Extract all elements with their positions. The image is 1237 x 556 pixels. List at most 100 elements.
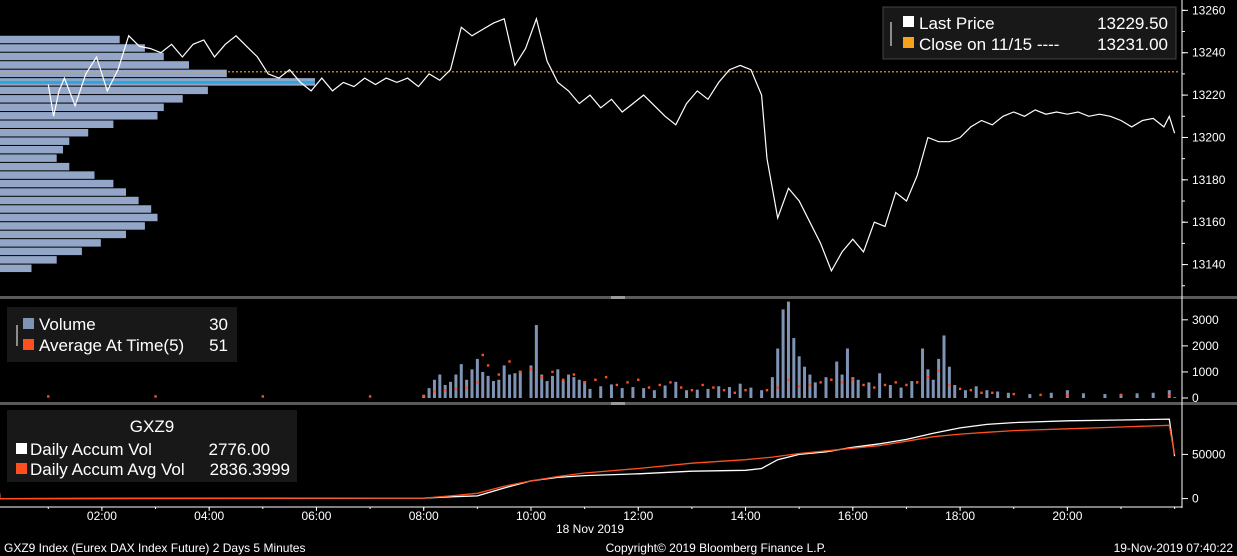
volume-bar: [438, 374, 442, 398]
y-tick-label: 3000: [1192, 313, 1219, 327]
profile-bar: [0, 256, 57, 264]
volume-bar: [674, 381, 678, 398]
series-accum-vol: [0, 418, 1176, 500]
volume-bar: [1173, 397, 1177, 398]
volume-bar: [508, 374, 512, 398]
average-point: [776, 386, 779, 389]
average-point: [626, 381, 629, 384]
profile-bar: [0, 179, 114, 188]
volume-bar: [840, 374, 844, 398]
average-point: [551, 370, 554, 374]
volume-bar: [652, 390, 656, 398]
volume-bar: [465, 379, 469, 398]
volume-bar: [695, 389, 699, 398]
volume-bar: [835, 361, 839, 398]
y-tick-label: 2000: [1192, 339, 1219, 353]
profile-bar: [0, 239, 101, 247]
volume-bar: [727, 387, 731, 398]
volume-bar: [1167, 390, 1171, 398]
average-point: [830, 378, 833, 381]
profile-bar: [0, 230, 126, 239]
average-point: [808, 383, 812, 387]
average-point: [433, 390, 436, 393]
volume-bar: [642, 388, 646, 398]
average-point: [915, 381, 919, 384]
average-point: [937, 369, 940, 372]
y-tick-label: 13260: [1192, 3, 1226, 17]
volume-bar: [1081, 393, 1085, 398]
volume-bar: [432, 379, 436, 398]
profile-bar: [0, 44, 145, 52]
last-price-label: Last Price: [919, 14, 995, 33]
volume-bar: [491, 381, 495, 398]
average-point: [873, 386, 876, 389]
average-point: [368, 395, 372, 398]
volume-bar: [561, 379, 565, 398]
profile-bar: [0, 213, 158, 222]
volume-bar: [577, 379, 581, 398]
average-point: [991, 391, 994, 394]
legend-price[interactable]: Last Price 13229.50 Close on 11/15 ---- …: [882, 6, 1177, 60]
average-point: [476, 381, 479, 384]
average-point: [497, 373, 501, 376]
average-point: [690, 388, 694, 392]
volume-profile: [0, 35, 315, 273]
average-point: [1168, 394, 1171, 397]
separator-handle[interactable]: [611, 296, 625, 299]
average-point: [679, 386, 683, 389]
y-tick-label: 13140: [1192, 258, 1226, 272]
average-point: [154, 395, 157, 398]
x-tick-label: 18:00: [945, 509, 975, 523]
profile-bar: [0, 188, 126, 196]
volume-bar: [443, 384, 447, 398]
volume-bar: [486, 375, 490, 398]
close-value: 13231.00: [1097, 35, 1168, 54]
legend-accumulation[interactable]: GXZ9 Daily Accum Vol 2776.00 Daily Accum…: [7, 410, 297, 482]
average-point: [765, 388, 769, 392]
average-point: [980, 391, 983, 394]
x-tick-label: 08:00: [409, 509, 439, 523]
separator-handle[interactable]: [611, 402, 625, 405]
average-point: [594, 378, 597, 381]
average-point: [615, 383, 619, 387]
average-point: [422, 394, 425, 398]
volume-bar: [910, 381, 914, 398]
volume-bar: [845, 348, 849, 398]
y-tick-label: 0: [1192, 391, 1199, 405]
price-panel: [0, 16, 1180, 273]
x-tick-label: 10:00: [516, 509, 546, 523]
average-swatch-icon: [23, 339, 34, 350]
average-point: [465, 386, 468, 389]
average-point: [454, 387, 458, 391]
legend-volume-box: [7, 307, 237, 362]
close-swatch-icon: [903, 37, 914, 48]
average-point: [261, 395, 265, 398]
average-point: [819, 381, 822, 384]
volume-bar: [572, 377, 576, 398]
volume-bar: [497, 379, 501, 398]
accum-vol-swatch-icon: [16, 443, 27, 454]
volume-bar: [776, 348, 780, 398]
volume-bar: [1103, 394, 1107, 398]
average-point: [862, 383, 865, 387]
x-tick-label: 04:00: [194, 509, 224, 523]
volume-bar: [534, 325, 538, 398]
y-tick-label: 13160: [1192, 215, 1226, 229]
profile-bar: [0, 137, 70, 145]
poc-line: [0, 80, 315, 84]
volume-label: Volume: [39, 315, 96, 334]
legend-volume[interactable]: Volume 30 Average At Time(5) 51: [7, 307, 237, 362]
profile-bar: [0, 162, 70, 171]
average-point: [797, 385, 801, 388]
accum-avg-swatch-icon: [16, 463, 27, 474]
footer-copyright: Copyright© 2019 Bloomberg Finance L.P.: [606, 541, 827, 555]
volume-bar: [588, 388, 592, 398]
volume-bar: [803, 366, 807, 398]
series-last-price: [47, 16, 1176, 273]
volume-bar: [878, 373, 882, 398]
x-tick-label: 02:00: [87, 509, 117, 523]
x-axis-ticks: 02:00 04:00 06:00 08:00 10:00 12:00 14:00 16:00…: [47, 507, 1176, 523]
volume-bar: [609, 384, 613, 398]
volume-panel: [47, 301, 1177, 398]
